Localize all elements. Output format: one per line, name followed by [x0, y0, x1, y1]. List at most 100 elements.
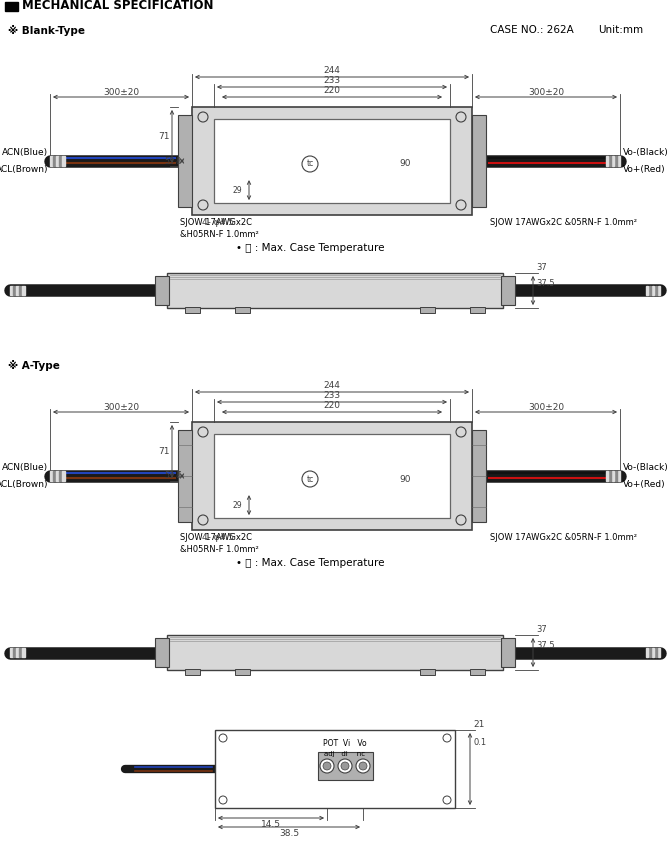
Text: 244: 244: [324, 381, 340, 390]
Bar: [13, 648, 15, 657]
Text: ACN(Blue): ACN(Blue): [2, 148, 48, 157]
Text: 233: 233: [324, 76, 340, 85]
Bar: [5, 2, 18, 11]
Text: ACN(Blue): ACN(Blue): [2, 463, 48, 472]
Text: Vo-(Black): Vo-(Black): [623, 148, 669, 157]
Text: 244: 244: [324, 66, 340, 75]
Bar: [10, 286, 13, 295]
Bar: [235, 307, 250, 313]
Bar: [16, 286, 19, 295]
Text: CASE NO.: 262A: CASE NO.: 262A: [490, 25, 574, 35]
Circle shape: [323, 762, 331, 770]
Text: 220: 220: [324, 401, 340, 410]
Bar: [657, 286, 660, 295]
Bar: [318, 752, 373, 780]
Circle shape: [338, 759, 352, 773]
Bar: [657, 648, 660, 657]
Text: tc: tc: [306, 475, 314, 483]
Bar: [645, 648, 648, 657]
Bar: [214, 434, 450, 518]
Bar: [470, 669, 485, 675]
Bar: [608, 156, 611, 166]
Text: adj   di    nc: adj di nc: [324, 751, 366, 757]
Circle shape: [341, 762, 349, 770]
Text: tc: tc: [306, 160, 314, 168]
Text: ACL(Brown): ACL(Brown): [0, 480, 48, 489]
Bar: [56, 471, 58, 481]
Text: Vo+(Red): Vo+(Red): [623, 480, 665, 489]
Bar: [192, 107, 472, 215]
Text: ※ A-Type: ※ A-Type: [8, 360, 60, 371]
Bar: [50, 156, 52, 166]
Bar: [62, 471, 64, 481]
Bar: [214, 119, 450, 203]
Text: ACL(Brown): ACL(Brown): [0, 165, 48, 174]
Text: Vo+(Red): Vo+(Red): [623, 165, 665, 174]
Bar: [614, 471, 617, 481]
Bar: [53, 471, 56, 481]
Text: 300±20: 300±20: [103, 403, 139, 412]
Text: 300±20: 300±20: [103, 88, 139, 97]
Bar: [19, 286, 21, 295]
Bar: [59, 156, 62, 166]
Bar: [608, 471, 611, 481]
Text: • Ⓣ : Max. Case Temperature: • Ⓣ : Max. Case Temperature: [236, 243, 385, 253]
Bar: [22, 286, 25, 295]
Bar: [655, 286, 657, 295]
Bar: [167, 635, 503, 670]
Text: 4- φ4.5: 4- φ4.5: [202, 218, 234, 227]
Bar: [614, 156, 617, 166]
Text: 53.8: 53.8: [164, 156, 181, 166]
Text: 38.5: 38.5: [279, 829, 299, 838]
Text: 14.5: 14.5: [261, 820, 281, 829]
Bar: [420, 669, 435, 675]
Bar: [215, 730, 455, 808]
Circle shape: [320, 759, 334, 773]
Bar: [612, 156, 614, 166]
Bar: [16, 648, 19, 657]
Text: POT  Vi   Vo: POT Vi Vo: [323, 739, 366, 748]
Bar: [53, 156, 56, 166]
Text: 29: 29: [232, 501, 242, 509]
Bar: [472, 430, 486, 522]
Text: 21: 21: [473, 720, 484, 729]
Bar: [420, 307, 435, 313]
Text: 29: 29: [232, 186, 242, 194]
Text: 53.8: 53.8: [164, 471, 181, 481]
Bar: [178, 430, 192, 522]
Bar: [10, 648, 13, 657]
Text: SJOW 17AWGx2C &05RN-F 1.0mm²: SJOW 17AWGx2C &05RN-F 1.0mm²: [490, 533, 637, 542]
Text: 71: 71: [159, 447, 170, 456]
Bar: [155, 638, 169, 667]
Bar: [235, 669, 250, 675]
Bar: [167, 273, 503, 308]
Bar: [19, 648, 21, 657]
Text: Unit:mm: Unit:mm: [598, 25, 643, 35]
Bar: [50, 471, 52, 481]
Bar: [618, 471, 620, 481]
Bar: [155, 276, 169, 305]
Bar: [472, 115, 486, 207]
Bar: [185, 669, 200, 675]
Text: Vo-(Black): Vo-(Black): [623, 463, 669, 472]
Text: 37.5: 37.5: [536, 279, 555, 288]
Bar: [22, 648, 25, 657]
Text: 233: 233: [324, 391, 340, 400]
Bar: [651, 286, 654, 295]
Bar: [13, 286, 15, 295]
Bar: [62, 156, 64, 166]
Bar: [470, 307, 485, 313]
Text: SJOW 17AWGx2C &05RN-F 1.0mm²: SJOW 17AWGx2C &05RN-F 1.0mm²: [490, 218, 637, 227]
Text: 37: 37: [536, 263, 547, 272]
Bar: [649, 286, 651, 295]
Text: SJOW 17AWGx2C
&H05RN-F 1.0mm²: SJOW 17AWGx2C &H05RN-F 1.0mm²: [180, 218, 259, 239]
Text: SJOW 17AWGx2C
&H05RN-F 1.0mm²: SJOW 17AWGx2C &H05RN-F 1.0mm²: [180, 533, 259, 554]
Bar: [192, 422, 472, 530]
Circle shape: [359, 762, 367, 770]
Text: ※ Blank-Type: ※ Blank-Type: [8, 25, 85, 36]
Bar: [178, 115, 192, 207]
Bar: [501, 638, 515, 667]
Text: 37: 37: [536, 625, 547, 634]
Text: 4- φ4.5: 4- φ4.5: [202, 533, 234, 542]
Bar: [185, 307, 200, 313]
